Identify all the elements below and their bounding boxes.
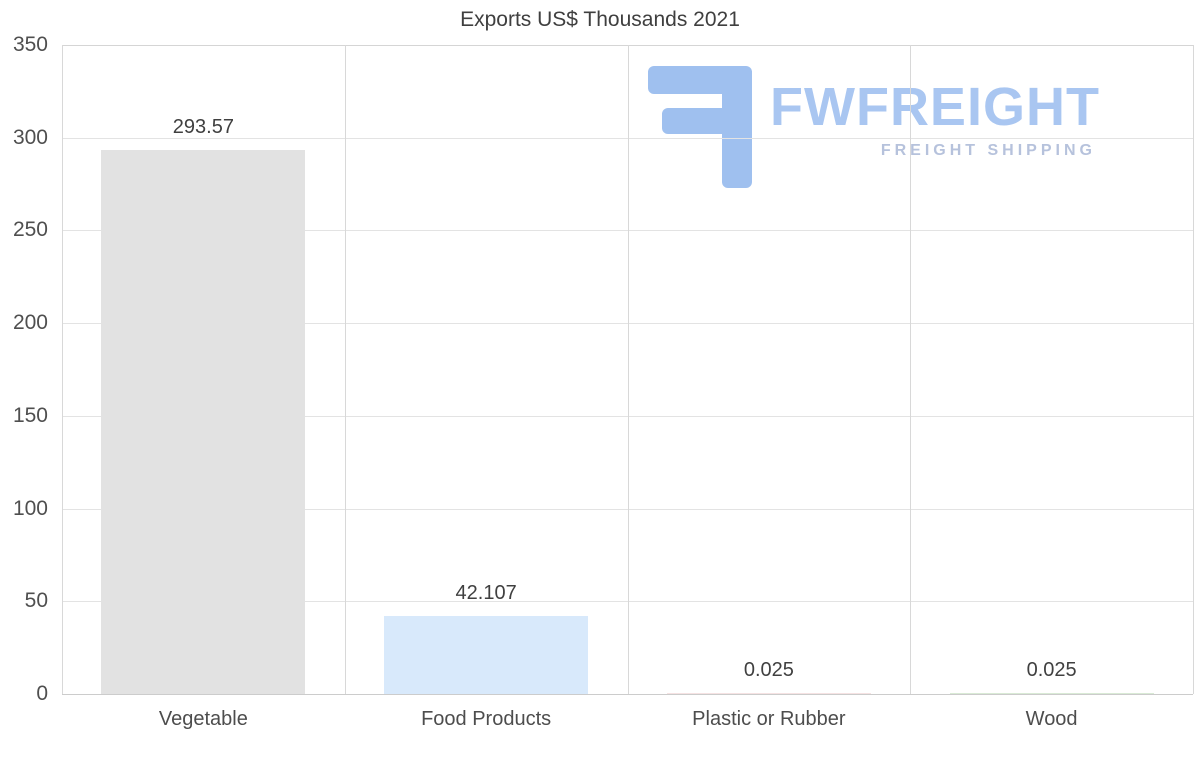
y-axis-tick-label: 100 <box>12 496 48 520</box>
watermark-text: FWFREIGHT FREIGHT SHIPPING <box>770 66 1100 160</box>
bar-vegetable <box>101 149 306 694</box>
brand-tagline: FREIGHT SHIPPING <box>880 142 1096 159</box>
chart-title: Exports US$ Thousands 2021 <box>460 8 740 31</box>
bar-value-label: 0.025 <box>743 659 794 681</box>
fwfreight-logo-icon <box>648 66 752 188</box>
watermark: FWFREIGHT FREIGHT SHIPPING <box>648 66 1100 188</box>
y-axis-tick-label: 250 <box>12 218 48 242</box>
brand-name: FWFREIGHT <box>770 77 1100 137</box>
gridline-v <box>627 45 629 694</box>
y-axis-tick-label: 350 <box>12 33 48 56</box>
gridline-v <box>1193 45 1194 694</box>
x-axis-category-label: Wood <box>1025 708 1078 730</box>
y-axis-tick-label: 200 <box>12 311 48 335</box>
bar-plastic-or-rubber <box>666 693 871 694</box>
y-axis-line <box>62 45 63 694</box>
y-axis-tick-label: 300 <box>12 125 48 149</box>
bar-wood <box>949 693 1154 694</box>
y-axis-tick-label: 50 <box>24 589 48 613</box>
x-axis-category-label: Vegetable <box>158 708 248 730</box>
x-axis-category-label: Plastic or Rubber <box>692 708 846 730</box>
y-axis-tick-label: 0 <box>36 682 48 705</box>
y-axis-tick-label: 150 <box>12 403 48 427</box>
bar-value-label: 293.57 <box>172 115 234 138</box>
gridline-v <box>344 45 346 694</box>
bar-food-products <box>384 615 589 694</box>
gridline-v <box>910 45 912 694</box>
bar-value-label: 42.107 <box>455 581 517 604</box>
bar-value-label: 0.025 <box>1026 659 1077 681</box>
x-axis-category-label: Food Products <box>421 708 552 730</box>
gridline-h <box>62 694 1193 695</box>
